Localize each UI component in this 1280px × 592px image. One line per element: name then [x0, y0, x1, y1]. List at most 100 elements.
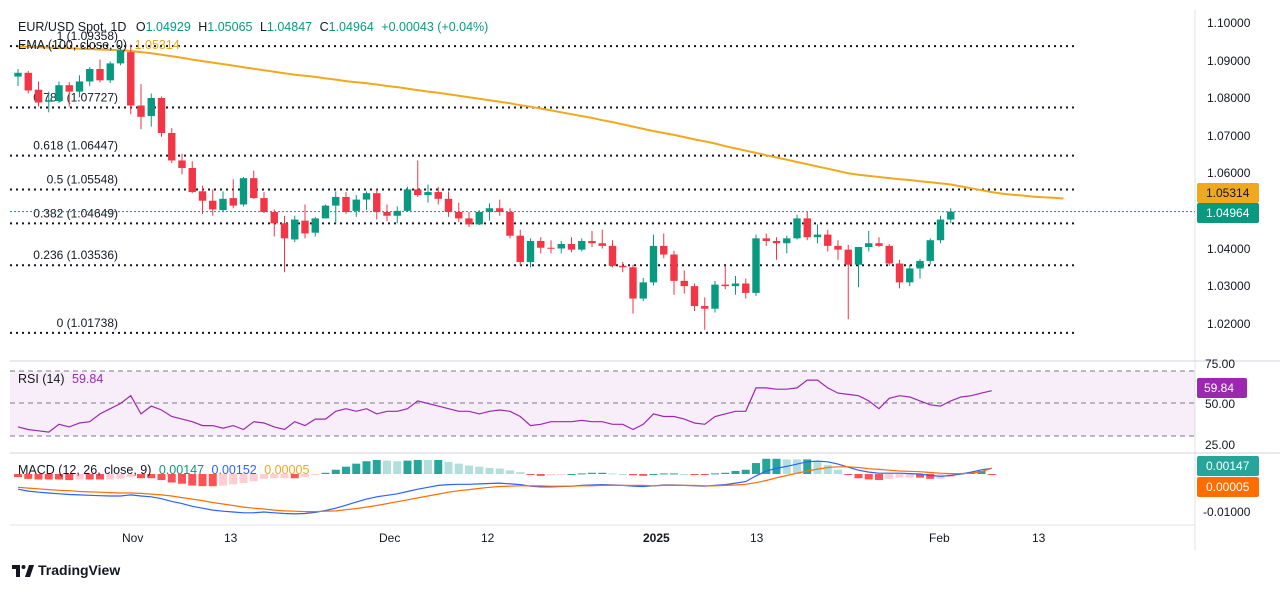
candle [229, 179, 237, 209]
candle [383, 204, 391, 222]
candle [844, 244, 852, 320]
hist-badge-text: 0.00005 [1206, 480, 1250, 494]
symbol-title[interactable]: EUR/USD Spot, 1D [18, 20, 127, 34]
candle-body [444, 198, 453, 213]
candle [260, 192, 268, 214]
candle-body [96, 69, 104, 81]
ohlc-legend: EUR/USD Spot, 1D O1.04929 H1.05065 L1.04… [18, 20, 488, 34]
macd-hist-bar [475, 466, 484, 474]
rsi-legend[interactable]: RSI (14) 59.84 [18, 372, 103, 386]
macd-hist-bar [311, 474, 320, 476]
candle [434, 186, 442, 205]
rsi-tick: 75.00 [1205, 357, 1235, 371]
candle-body [475, 212, 483, 225]
candle [598, 229, 606, 249]
candle [209, 189, 217, 216]
candle-body [455, 212, 463, 219]
candle [865, 230, 873, 252]
candle-body [865, 243, 873, 247]
candle-body [506, 212, 514, 236]
macd-hist-bar [700, 474, 709, 475]
ema-legend-value: 1.05314 [134, 38, 180, 52]
candle [783, 235, 791, 254]
macd-hist-bar [383, 460, 391, 474]
last-price-badge: 1.04964 [1197, 203, 1259, 223]
candle-body [188, 167, 196, 193]
macd-legend-signal: 0.00005 [264, 463, 310, 477]
macd-hist-bar [598, 472, 607, 474]
candle-body [106, 63, 114, 81]
time-tick: 13 [750, 531, 764, 545]
macd-hist-bar [362, 461, 371, 474]
macd-hist-bar [834, 469, 842, 474]
candle-body [598, 243, 606, 246]
candle [793, 214, 801, 240]
macd-hist-bar [280, 474, 289, 479]
macd-hist-bar [198, 474, 207, 487]
macd-hist-bar [372, 460, 381, 474]
candle-body [280, 223, 289, 239]
candle [649, 234, 658, 286]
macd-hist-bar [608, 473, 617, 475]
candle-body [127, 52, 135, 106]
macd-hist-bar [854, 474, 863, 479]
candle [86, 67, 94, 86]
macd-line [17, 460, 992, 515]
ema-legend[interactable]: EMA (100, close, 0) 1.05314 [18, 38, 180, 52]
macd-hist-bar [987, 474, 996, 475]
ema-line [17, 45, 1064, 200]
candle-body [137, 105, 145, 117]
candle-body [34, 89, 43, 103]
candle [127, 44, 135, 115]
candle-body [629, 267, 637, 299]
candle [742, 278, 750, 299]
candle-body [783, 238, 791, 244]
ema-line-group [17, 45, 1064, 200]
candle-body [588, 240, 596, 244]
candle [291, 215, 299, 243]
macd-hist-bar [547, 474, 555, 476]
fib-label: 0.382 (1.04649) [33, 206, 118, 220]
tradingview-logo[interactable]: TradingView [12, 562, 120, 578]
candle-body [393, 210, 401, 216]
candle [711, 280, 719, 313]
candle-body [762, 238, 770, 241]
candle [895, 259, 904, 289]
macd-group [14, 458, 996, 515]
time-tick: Dec [379, 531, 400, 545]
candle-body [250, 178, 258, 199]
candle [96, 59, 104, 83]
candle-body [537, 240, 545, 248]
candle [106, 61, 114, 83]
candle [916, 259, 924, 279]
macd-hist-bar [424, 460, 432, 474]
candle-body [772, 240, 781, 244]
fib-label: 0.5 (1.05548) [47, 173, 118, 187]
ema-badge-text: 1.05314 [1206, 186, 1250, 200]
macd-hist-bar [260, 474, 268, 479]
candle [762, 233, 770, 246]
high-label: H [198, 20, 208, 34]
candle [55, 81, 63, 103]
macd-hist-bar [690, 474, 699, 475]
macd-hist-bar [208, 474, 217, 487]
macd-legend[interactable]: MACD (12, 26, close, 9) 0.00147 0.00152 … [18, 463, 309, 477]
macd-hist-bar [711, 473, 719, 475]
macd-hist-bar [577, 473, 586, 475]
candle [444, 191, 453, 217]
candle-body [557, 243, 565, 249]
candle [752, 234, 760, 296]
candle [680, 270, 688, 294]
macd-hist-bar [137, 474, 145, 479]
candle [670, 250, 678, 295]
candle [321, 204, 330, 219]
macd-hist-bar [567, 474, 576, 475]
price-tick: 1.06000 [1207, 166, 1251, 180]
candle-body [291, 219, 299, 240]
change-value: +0.00043 (+0.04%) [381, 20, 489, 34]
macd-hist-bar [65, 474, 74, 481]
candle-body [434, 192, 442, 199]
rsi-tick: 50.00 [1205, 397, 1235, 411]
candle-body [895, 263, 904, 283]
candle-body [547, 247, 555, 249]
